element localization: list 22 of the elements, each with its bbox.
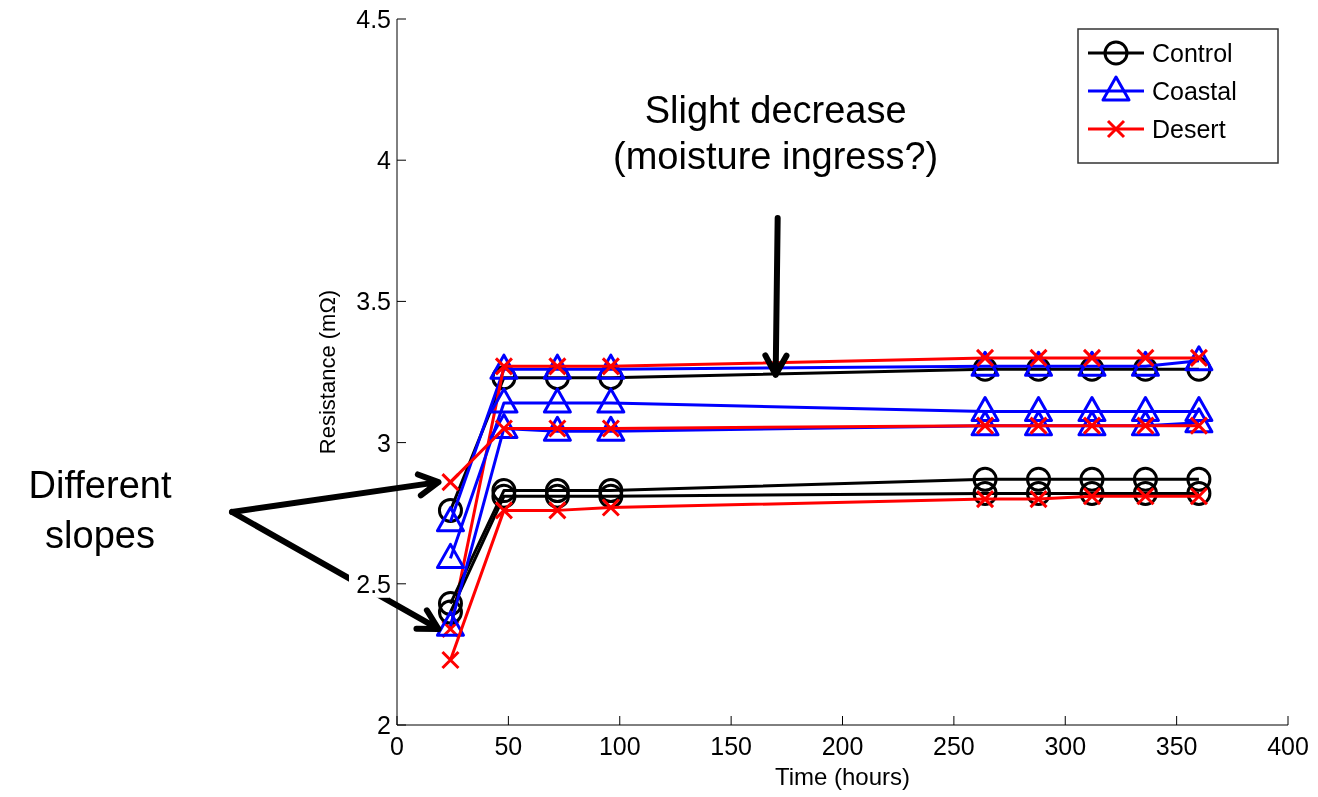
x-axis-title: Time (hours) (774, 763, 911, 790)
legend-label: Control (1152, 39, 1233, 67)
y-tick-label: 4.5 (356, 5, 391, 33)
x-tick-label: 100 (598, 732, 641, 760)
x-tick-label: 350 (1155, 732, 1198, 760)
legend-label: Coastal (1152, 77, 1237, 105)
text: Different slopes (28, 464, 172, 556)
x-tick-label: 150 (710, 732, 752, 760)
y-tick-label: 3 (377, 428, 391, 457)
legend-label: Desert (1152, 115, 1226, 143)
x-tick-label: 0 (390, 732, 404, 760)
x-tick-label: 400 (1267, 732, 1309, 760)
x-tick-label: 300 (1044, 732, 1087, 760)
x-tick-label: 200 (821, 732, 864, 760)
y-tick-label: 2 (377, 711, 391, 739)
x-tick-label: 250 (933, 732, 975, 760)
y-tick-label: 4 (377, 146, 392, 175)
y-tick-label: 2.5 (356, 569, 391, 598)
y-tick-label: 3.5 (356, 287, 391, 316)
annotation: Slight decrease (moisture ingress?) (613, 89, 939, 177)
y-axis-title: Resistance (mΩ) (315, 289, 340, 455)
x-tick-label: 50 (494, 732, 523, 760)
